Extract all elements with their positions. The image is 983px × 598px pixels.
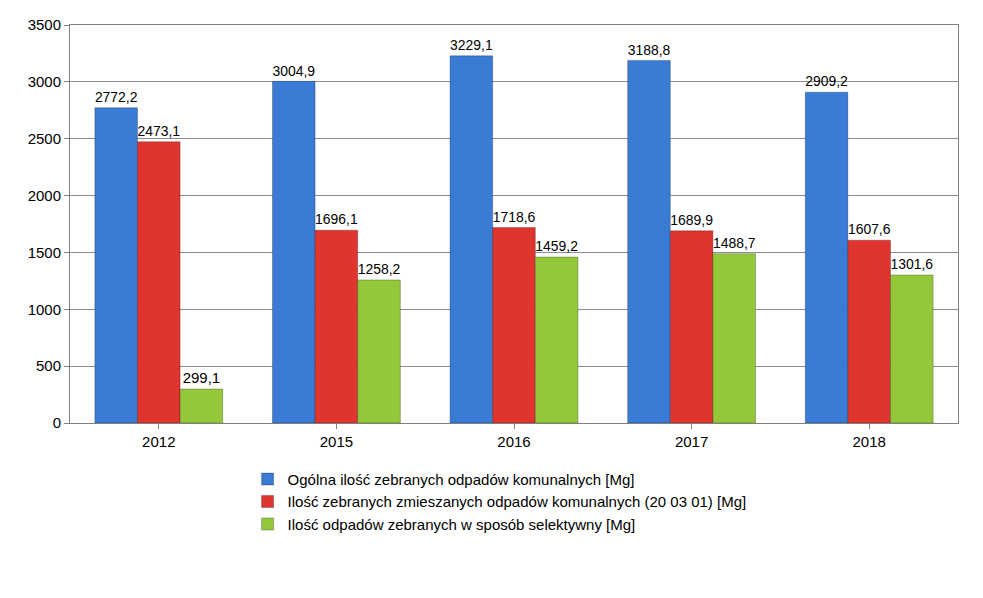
svg-text:2017: 2017 <box>675 433 708 450</box>
svg-text:1000: 1000 <box>28 301 61 318</box>
svg-text:1459,2: 1459,2 <box>535 238 578 254</box>
svg-text:3000: 3000 <box>28 73 61 90</box>
svg-text:1689,9: 1689,9 <box>670 212 713 228</box>
svg-text:3229,1: 3229,1 <box>450 37 493 53</box>
svg-text:1607,6: 1607,6 <box>848 221 891 237</box>
svg-text:1500: 1500 <box>28 244 61 261</box>
svg-text:3004,9: 3004,9 <box>272 63 315 79</box>
svg-text:500: 500 <box>36 357 61 374</box>
svg-text:0: 0 <box>53 414 61 431</box>
svg-text:2909,2: 2909,2 <box>805 73 848 89</box>
svg-text:2016: 2016 <box>497 433 530 450</box>
svg-text:2000: 2000 <box>28 187 61 204</box>
svg-text:2015: 2015 <box>320 433 353 450</box>
svg-text:2473,1: 2473,1 <box>138 123 181 139</box>
svg-text:3500: 3500 <box>28 16 61 33</box>
svg-text:2500: 2500 <box>28 130 61 147</box>
svg-text:2772,2: 2772,2 <box>95 89 138 105</box>
svg-text:Ilość odpadów zebranych w spos: Ilość odpadów zebranych w sposób selekty… <box>288 516 636 533</box>
svg-text:Ilość zebranych zmieszanych od: Ilość zebranych zmieszanych odpadów komu… <box>288 493 747 510</box>
svg-text:1301,6: 1301,6 <box>891 256 934 272</box>
svg-text:2012: 2012 <box>142 433 175 450</box>
svg-text:1718,6: 1718,6 <box>493 209 536 225</box>
svg-text:2018: 2018 <box>853 433 886 450</box>
svg-text:3188,8: 3188,8 <box>628 42 671 58</box>
svg-text:1488,7: 1488,7 <box>713 235 756 251</box>
svg-text:1696,1: 1696,1 <box>315 211 358 227</box>
svg-text:Ogólna ilość zebranych odpadów: Ogólna ilość zebranych odpadów komunalny… <box>288 471 635 488</box>
svg-text:1258,2: 1258,2 <box>358 261 401 277</box>
svg-text:299,1: 299,1 <box>183 369 221 386</box>
